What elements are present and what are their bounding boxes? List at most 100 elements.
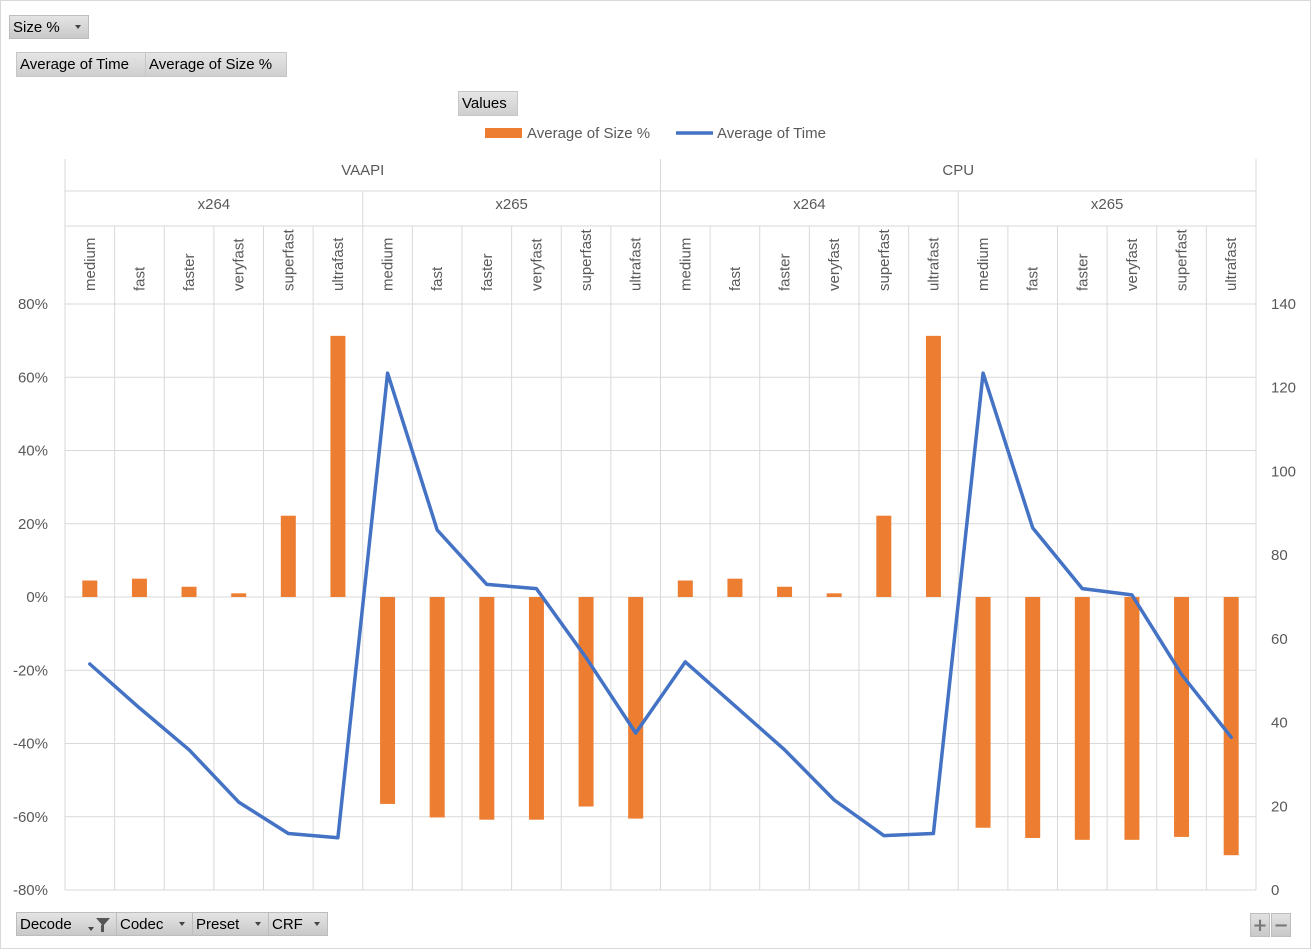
dropdown-arrow-icon [75,25,81,29]
right-axis-tick-label: 40 [1271,715,1288,732]
preset-tick-label: medium [82,238,99,291]
right-axis-tick-label: 20 [1271,798,1288,815]
dropdown-arrow-icon [88,927,94,931]
right-axis-tick-label: 100 [1271,463,1296,480]
axis-field-decode[interactable]: Decode [16,912,117,936]
right-axis-tick-label: 140 [1271,296,1296,313]
bar [1223,597,1239,856]
value-field-label: Average of Time [20,56,129,73]
axis-field-crf[interactable]: CRF [268,912,328,936]
right-axis-tick-label: 120 [1271,380,1296,397]
bar [628,597,644,819]
preset-tick-label: fast [429,266,446,291]
bar [429,597,445,818]
preset-tick-label: superfast [876,228,893,291]
axis-field-label: Decode [20,915,72,933]
axis-field-label: Preset [196,915,240,933]
left-axis-tick-label: 20% [18,516,48,533]
line-series [88,371,1233,840]
left-axis-tick-label: -40% [13,736,48,753]
zoom-out-button[interactable]: − [1271,913,1291,937]
preset-tick-label: superfast [280,228,297,291]
bar [131,578,147,597]
bar [528,597,544,820]
preset-tick-label: fast [727,266,744,291]
bar [677,580,693,597]
preset-tick-label: faster [479,253,496,291]
bar [479,597,495,820]
gridlines [64,159,1257,891]
left-axis-tick-label: 40% [18,443,48,460]
preset-tick-label: superfast [1174,228,1191,291]
axis-field-codec[interactable]: Codec [116,912,193,936]
bar [777,586,793,597]
left-axis-tick-label: 60% [18,369,48,386]
preset-tick-label: veryfast [826,238,843,291]
left-axis-tick-label: -20% [13,662,48,679]
preset-tick-label: superfast [578,228,595,291]
series-line [88,371,1233,840]
report-filter-button[interactable]: Size % [9,15,89,39]
preset-tick-label: ultrafast [330,237,347,291]
bar [826,593,842,597]
preset-tick-label: faster [1074,253,1091,291]
bar [1074,597,1090,840]
legend-label: Average of Time [717,125,826,142]
bar-series [82,335,1239,856]
preset-tick-label: fast [131,266,148,291]
codec-level-label: x265 [1091,196,1124,213]
preset-tick-label: veryfast [528,238,545,291]
left-axis-tick-label: 0% [26,589,48,606]
bar [380,597,396,804]
bar [578,597,594,807]
bar [280,515,296,597]
preset-tick-label: fast [1025,266,1042,291]
right-axis-tick-label: 0 [1271,882,1279,899]
bar [1025,597,1041,838]
right-axis-tick-label: 60 [1271,631,1288,648]
left-axis-tick-label: -80% [13,882,48,899]
bar [925,335,941,597]
category-axis: VAAPI CPU x264 x265 x264 x265 medium fast faster… [82,162,1240,291]
values-label: Values [462,95,507,112]
value-axes: -80% -60% -40% -20% 0% 20% 40% 60% 80% 0 20 40 60 80 1… [13,296,1296,899]
legend-label: Average of Size % [527,125,650,142]
right-axis-tick-label: 80 [1271,547,1288,564]
preset-tick-label: faster [181,253,198,291]
preset-tick-label: medium [975,238,992,291]
plus-icon: + [1252,914,1268,936]
decode-level-label: VAAPI [341,162,384,179]
bar [727,578,743,597]
bar [876,515,892,597]
codec-level-label: x264 [198,196,231,213]
bar [1124,597,1140,840]
value-field-average-time[interactable]: Average of Time [16,52,146,77]
bar [330,335,346,597]
legend: Average of Size % Average of Time [485,125,826,142]
values-legend-button[interactable]: Values [458,91,518,116]
preset-tick-label: medium [677,238,694,291]
left-axis-tick-label: -60% [13,809,48,826]
zoom-in-button[interactable]: + [1250,913,1270,937]
bar [1174,597,1190,837]
filter-funnel-stem [101,925,104,932]
axis-field-label: Codec [120,915,164,933]
value-field-average-size[interactable]: Average of Size % [145,52,287,77]
bar [181,586,197,597]
preset-tick-label: ultrafast [925,237,942,291]
codec-level-label: x264 [793,196,826,213]
bar [231,593,247,597]
codec-level-label: x265 [495,196,528,213]
axis-field-preset[interactable]: Preset [192,912,269,936]
bar [975,597,991,828]
preset-tick-label: ultrafast [628,237,645,291]
legend-swatch-bar [485,128,522,138]
report-filter-label: Size % [13,18,60,36]
preset-tick-label: ultrafast [1223,237,1240,291]
minus-icon: − [1273,914,1289,936]
left-axis-tick-label: 80% [18,296,48,313]
dropdown-arrow-icon [179,922,185,926]
dropdown-arrow-icon [314,922,320,926]
